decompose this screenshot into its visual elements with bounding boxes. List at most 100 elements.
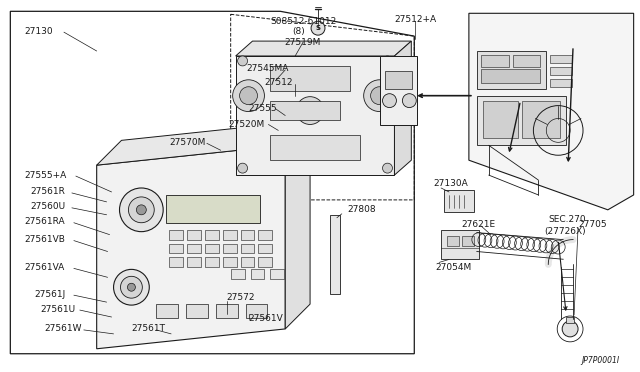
Text: 27561W: 27561W bbox=[44, 324, 81, 333]
Circle shape bbox=[371, 87, 388, 105]
Polygon shape bbox=[97, 121, 310, 165]
Circle shape bbox=[129, 197, 154, 223]
Bar bbox=[481, 69, 540, 83]
Bar bbox=[187, 244, 201, 253]
Bar bbox=[550, 67, 572, 75]
Text: 27519M: 27519M bbox=[284, 38, 321, 46]
Bar bbox=[187, 257, 201, 267]
Bar bbox=[447, 235, 459, 246]
Circle shape bbox=[296, 97, 324, 125]
Bar bbox=[169, 244, 183, 253]
Bar bbox=[462, 235, 474, 246]
Text: 27572: 27572 bbox=[227, 293, 255, 302]
Circle shape bbox=[120, 276, 142, 298]
Circle shape bbox=[311, 21, 325, 35]
Text: 27561VA: 27561VA bbox=[24, 263, 65, 272]
Text: 27512: 27512 bbox=[264, 78, 293, 87]
Bar bbox=[477, 51, 547, 89]
Circle shape bbox=[383, 163, 392, 173]
Text: (27726X): (27726X) bbox=[544, 227, 586, 236]
Bar bbox=[205, 230, 219, 240]
Bar bbox=[444, 190, 474, 212]
Bar bbox=[187, 230, 201, 240]
Text: 27130A: 27130A bbox=[433, 179, 468, 187]
Text: SEC.270: SEC.270 bbox=[548, 215, 586, 224]
Circle shape bbox=[383, 56, 392, 66]
Text: 27545MA: 27545MA bbox=[246, 64, 289, 73]
Bar bbox=[216, 304, 237, 318]
Bar bbox=[380, 56, 417, 125]
Bar bbox=[169, 257, 183, 267]
Bar bbox=[205, 257, 219, 267]
Bar bbox=[259, 230, 273, 240]
Bar bbox=[550, 55, 572, 63]
Bar bbox=[270, 101, 340, 121]
Bar bbox=[513, 55, 540, 67]
Bar bbox=[186, 304, 208, 318]
Text: 27808: 27808 bbox=[348, 205, 376, 214]
Bar bbox=[223, 257, 237, 267]
Text: 27561VB: 27561VB bbox=[24, 235, 65, 244]
Circle shape bbox=[120, 188, 163, 232]
Bar bbox=[550, 79, 572, 87]
Text: S: S bbox=[316, 25, 321, 31]
Bar bbox=[223, 244, 237, 253]
Bar bbox=[477, 96, 566, 145]
Polygon shape bbox=[394, 41, 412, 175]
Text: S08512-61012: S08512-61012 bbox=[270, 17, 337, 26]
Bar bbox=[223, 230, 237, 240]
Bar bbox=[481, 55, 509, 67]
Bar bbox=[441, 230, 479, 259]
Text: 27621E: 27621E bbox=[461, 220, 495, 229]
Circle shape bbox=[562, 321, 578, 337]
Text: 27520M: 27520M bbox=[228, 120, 265, 129]
Circle shape bbox=[383, 94, 396, 108]
Bar bbox=[250, 269, 264, 279]
Bar bbox=[241, 257, 255, 267]
Text: 27570M: 27570M bbox=[169, 138, 205, 147]
Bar bbox=[246, 304, 268, 318]
Bar bbox=[385, 71, 412, 89]
Circle shape bbox=[127, 283, 136, 291]
Circle shape bbox=[403, 94, 416, 108]
Bar bbox=[205, 244, 219, 253]
Text: (8): (8) bbox=[292, 27, 305, 36]
Text: 27560U: 27560U bbox=[30, 202, 65, 211]
Text: 27561R: 27561R bbox=[30, 187, 65, 196]
Bar bbox=[259, 244, 273, 253]
Bar bbox=[483, 101, 518, 138]
Text: JP7P0001I: JP7P0001I bbox=[582, 356, 620, 365]
Circle shape bbox=[364, 80, 396, 112]
Circle shape bbox=[136, 205, 147, 215]
Polygon shape bbox=[97, 145, 285, 349]
Text: 27561RA: 27561RA bbox=[24, 217, 65, 226]
Circle shape bbox=[233, 80, 264, 112]
Text: 27561T: 27561T bbox=[131, 324, 165, 333]
Bar bbox=[330, 215, 340, 294]
Text: 27130: 27130 bbox=[24, 27, 53, 36]
Bar bbox=[270, 269, 284, 279]
Bar bbox=[169, 230, 183, 240]
Polygon shape bbox=[469, 13, 634, 210]
Polygon shape bbox=[236, 56, 394, 175]
Text: 27561V: 27561V bbox=[248, 314, 284, 324]
Bar bbox=[522, 101, 560, 138]
Bar bbox=[259, 257, 273, 267]
Bar bbox=[166, 195, 260, 223]
Text: 27512+A: 27512+A bbox=[394, 15, 436, 24]
Text: 27561U: 27561U bbox=[40, 305, 76, 314]
Polygon shape bbox=[236, 41, 412, 56]
Bar bbox=[270, 66, 350, 91]
Circle shape bbox=[239, 87, 257, 105]
Circle shape bbox=[237, 56, 248, 66]
Text: 27555: 27555 bbox=[248, 104, 277, 113]
Bar bbox=[270, 135, 360, 160]
Circle shape bbox=[113, 269, 149, 305]
Bar bbox=[241, 244, 255, 253]
Polygon shape bbox=[285, 121, 310, 329]
Bar bbox=[566, 317, 574, 323]
Text: 27561J: 27561J bbox=[34, 290, 65, 299]
Circle shape bbox=[237, 163, 248, 173]
Bar bbox=[156, 304, 178, 318]
Text: 27054M: 27054M bbox=[435, 263, 472, 272]
